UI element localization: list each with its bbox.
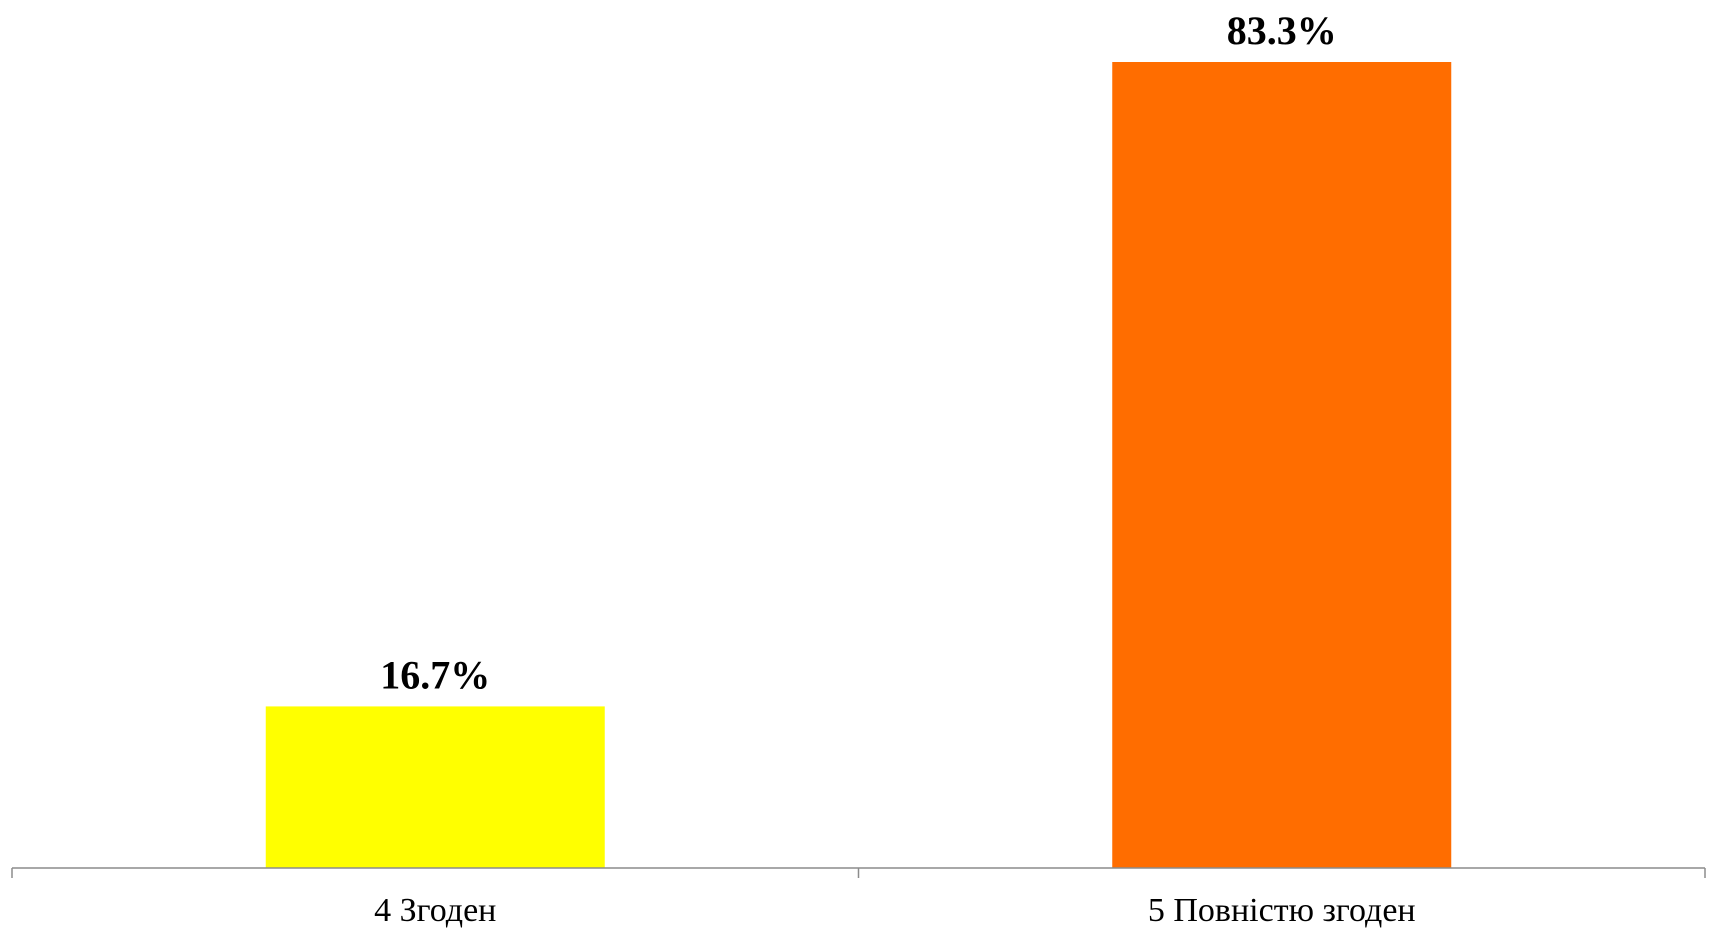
bar	[1112, 62, 1452, 868]
data-labels-group: 16.7% 83.3%	[380, 8, 1337, 697]
data-label: 16.7%	[380, 652, 490, 697]
data-label: 83.3%	[1227, 8, 1337, 53]
x-tick-labels-group: 4 Згоден 5 Повністю згоден	[374, 892, 1415, 929]
x-ticks-group	[11, 868, 1706, 878]
bars-group	[265, 62, 1452, 868]
x-tick-label: 5 Повністю згоден	[1148, 892, 1416, 929]
bar	[265, 706, 605, 868]
x-tick-label: 4 Згоден	[374, 892, 496, 929]
